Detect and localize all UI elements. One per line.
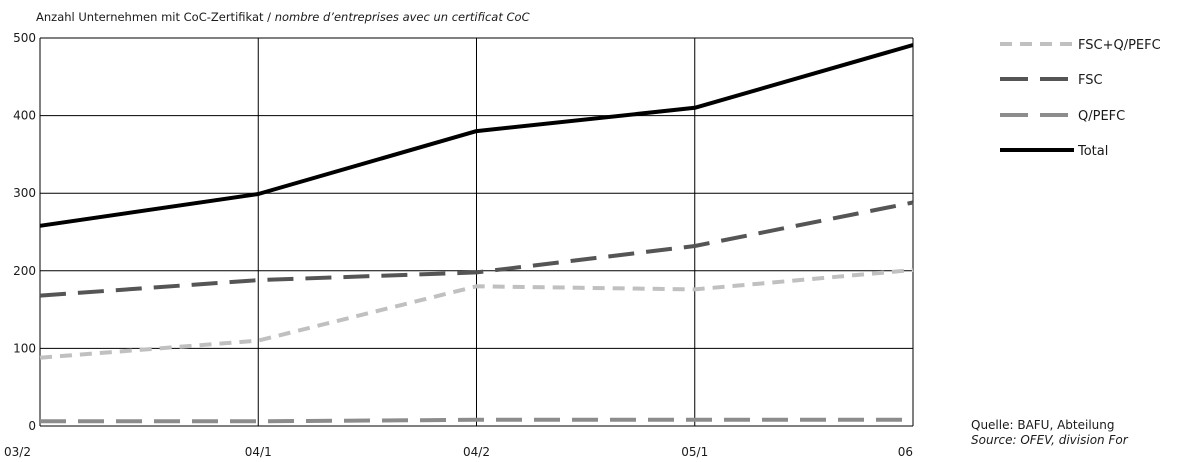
legend-label: Q/PEFC <box>1078 109 1125 124</box>
x-tick-label: 04/2 <box>463 445 490 459</box>
series-line-q-pefc <box>40 417 913 424</box>
source-de: Quelle: BAFU, Abteilung <box>971 418 1115 432</box>
legend-label: FSC+Q/PEFC <box>1078 38 1161 53</box>
series-line-total <box>39 43 914 228</box>
grid <box>39 37 914 427</box>
chart-title-fr: nombre d’entreprises avec un certificat … <box>274 10 530 24</box>
chart-title: Anzahl Unternehmen mit CoC-Zertifikat / … <box>36 10 530 24</box>
series-line-fsc-q-pefc <box>39 268 914 360</box>
axes: 0 100 200 300 400 500 03/2 04/1 04/2 05/1 06 <box>4 31 913 459</box>
y-tick-label: 0 <box>28 419 36 433</box>
source-fr: Source: OFEV, division For <box>971 433 1128 447</box>
x-tick-label: 04/1 <box>245 445 272 459</box>
source-note: Quelle: BAFU, Abteilung Source: OFEV, di… <box>971 418 1128 448</box>
x-tick-label: 03/2 <box>4 445 31 459</box>
series-line-fsc <box>39 200 914 298</box>
x-tick-label: 05/1 <box>681 445 708 459</box>
chart-title-de: Anzahl Unternehmen mit CoC-Zertifikat / <box>36 10 275 24</box>
legend-label: FSC <box>1078 73 1103 88</box>
x-tick-label: 06 <box>898 445 913 459</box>
y-tick-label: 400 <box>13 109 36 123</box>
legend: FSC+Q/PEFC FSC Q/PEFC Total <box>1000 38 1161 159</box>
series-lines <box>39 43 914 424</box>
legend-label: Total <box>1077 144 1108 159</box>
y-tick-label: 300 <box>13 186 36 200</box>
y-tick-label: 200 <box>13 264 36 278</box>
y-tick-label: 100 <box>13 341 36 355</box>
y-tick-label: 500 <box>13 31 36 45</box>
